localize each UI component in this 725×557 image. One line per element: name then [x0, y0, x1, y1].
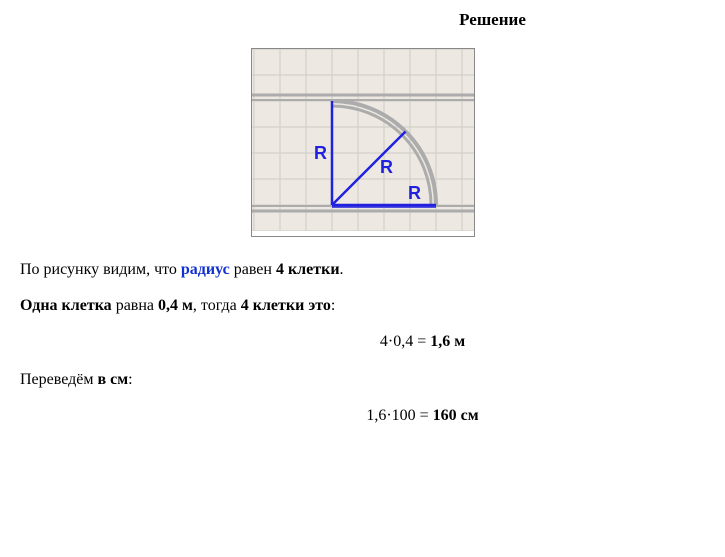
svg-text:R: R: [380, 157, 393, 177]
line2-t1: равна: [112, 297, 158, 314]
svg-text:R: R: [408, 183, 421, 203]
formula-1: 4·0,4 = 1,6 м: [140, 333, 705, 351]
figure-container: RRR: [20, 48, 705, 237]
formula2-rhs: 160 см: [433, 407, 479, 424]
line2-end: :: [331, 297, 335, 314]
line2-b3: 4 клетки это: [241, 297, 331, 314]
formula1-lhs: 4·0,4 =: [380, 333, 430, 350]
line1-post: равен: [230, 261, 276, 278]
line-3: Переведём в см:: [20, 371, 705, 389]
formula2-lhs: 1,6·100 =: [366, 407, 432, 424]
line3-t1: Переведём: [20, 371, 97, 388]
line2-b2: 0,4 м: [158, 297, 193, 314]
radius-word: радиус: [181, 261, 230, 278]
line3-end: :: [128, 371, 132, 388]
line1-end: .: [340, 261, 344, 278]
line-1: По рисунку видим, что радиус равен 4 кле…: [20, 261, 705, 279]
formula-2: 1,6·100 = 160 см: [140, 407, 705, 425]
line1-pre: По рисунку видим, что: [20, 261, 181, 278]
solution-title: Решение: [280, 10, 705, 30]
line2-b1: Одна клетка: [20, 297, 112, 314]
geometry-figure: RRR: [251, 48, 475, 237]
svg-text:R: R: [314, 143, 327, 163]
line1-val: 4 клетки: [276, 261, 340, 278]
line3-b1: в см: [97, 371, 128, 388]
line2-t2: , тогда: [193, 297, 241, 314]
formula1-rhs: 1,6 м: [430, 333, 465, 350]
line-2: Одна клетка равна 0,4 м, тогда 4 клетки …: [20, 297, 705, 315]
